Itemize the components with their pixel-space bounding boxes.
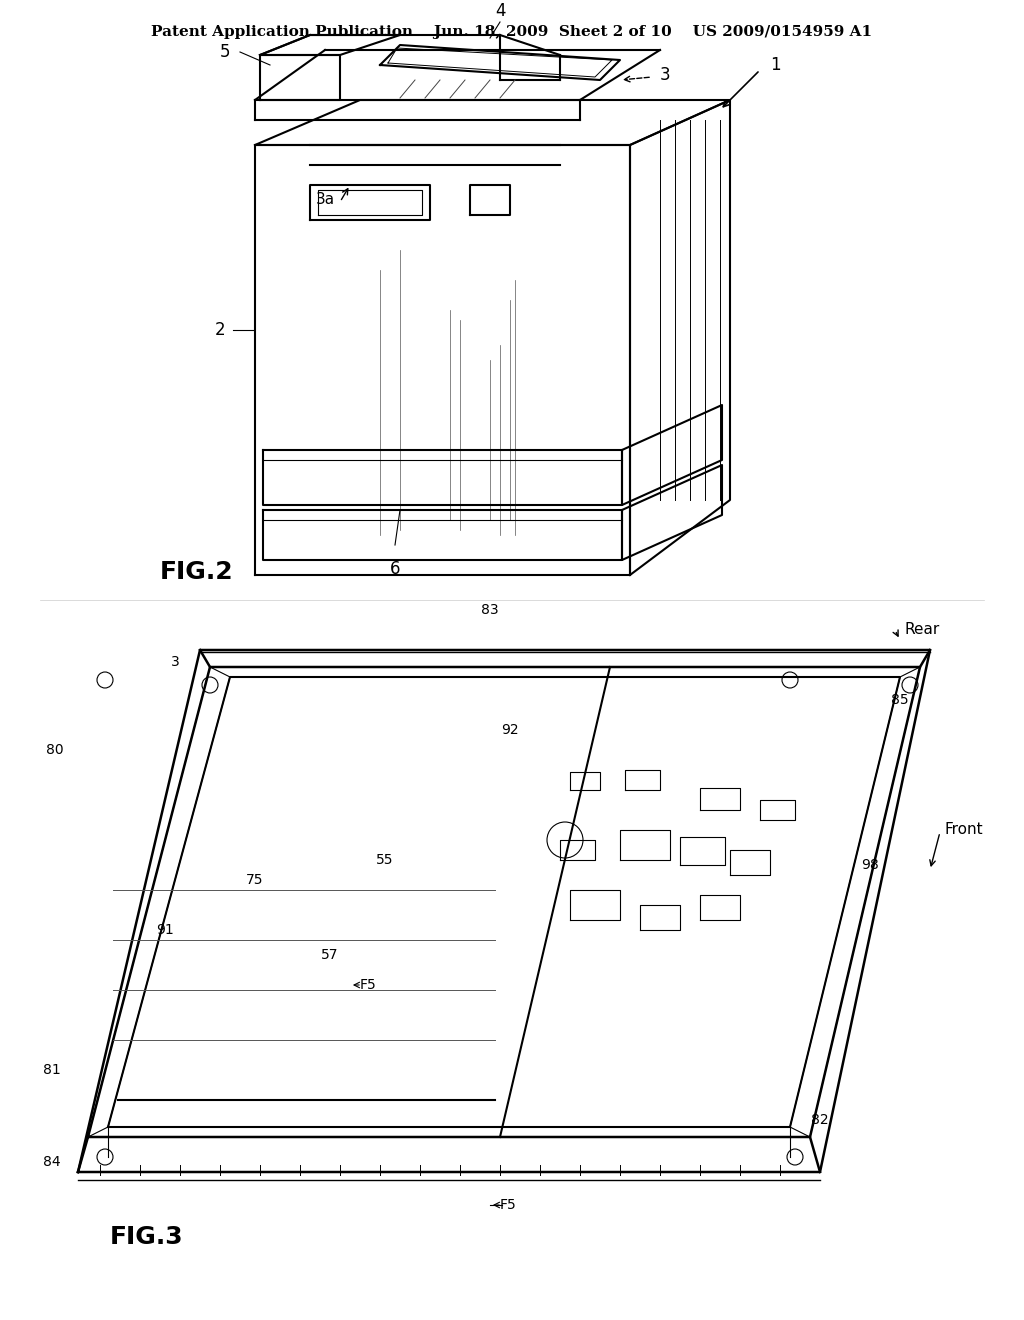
Text: 4: 4 — [495, 3, 505, 20]
Text: 85: 85 — [891, 693, 909, 708]
Text: 1: 1 — [770, 55, 780, 74]
Text: Patent Application Publication    Jun. 18, 2009  Sheet 2 of 10    US 2009/015495: Patent Application Publication Jun. 18, … — [152, 25, 872, 40]
Text: 3: 3 — [660, 66, 671, 84]
Text: F5: F5 — [500, 1199, 517, 1212]
Text: FIG.2: FIG.2 — [160, 560, 233, 583]
Text: Rear: Rear — [905, 623, 940, 638]
Text: Front: Front — [945, 822, 984, 837]
Text: 91: 91 — [156, 923, 174, 937]
Text: F5: F5 — [360, 978, 377, 993]
Text: 75: 75 — [246, 873, 264, 887]
Text: 3a: 3a — [315, 193, 335, 207]
Text: 84: 84 — [43, 1155, 60, 1170]
Text: 81: 81 — [43, 1063, 60, 1077]
Text: 98: 98 — [861, 858, 879, 873]
Text: FIG.3: FIG.3 — [110, 1225, 183, 1249]
Text: 6: 6 — [390, 560, 400, 578]
Text: 82: 82 — [811, 1113, 828, 1127]
Text: 83: 83 — [481, 603, 499, 616]
Text: 3: 3 — [171, 655, 179, 669]
Text: 57: 57 — [322, 948, 339, 962]
Text: 55: 55 — [376, 853, 394, 867]
Text: 80: 80 — [46, 743, 63, 756]
Text: 2: 2 — [214, 321, 225, 339]
Text: 5: 5 — [219, 44, 230, 61]
Text: 92: 92 — [501, 723, 519, 737]
